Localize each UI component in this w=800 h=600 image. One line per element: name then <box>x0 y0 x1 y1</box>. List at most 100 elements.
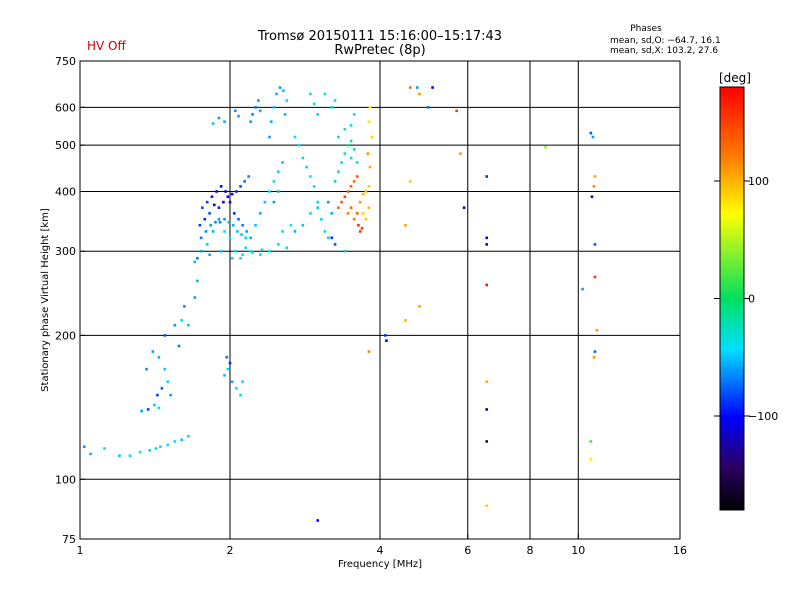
data-point <box>544 145 547 149</box>
data-point <box>305 165 308 169</box>
phases-x: mean, sd,X: 103.2, 27.6 <box>610 46 718 56</box>
x-tick-label: 6 <box>464 544 471 557</box>
data-point <box>208 212 211 215</box>
data-point <box>260 248 264 252</box>
data-point <box>346 143 350 147</box>
data-point <box>283 113 287 116</box>
data-point <box>268 249 271 253</box>
data-point <box>358 230 362 233</box>
y-tick-label: 200 <box>55 329 76 342</box>
data-point <box>323 92 327 96</box>
data-point <box>154 447 158 450</box>
data-point <box>415 86 419 89</box>
y-axis-ticks: 75 100 200 300 400 500 600 750 <box>55 55 85 546</box>
x-tick-label: 8 <box>527 544 534 557</box>
data-point <box>231 223 235 227</box>
data-point <box>208 253 211 257</box>
data-point <box>327 236 330 240</box>
hv-status: HV Off <box>87 39 126 53</box>
data-point <box>225 355 229 359</box>
data-point <box>581 287 584 291</box>
data-point <box>346 190 350 193</box>
data-point <box>408 86 412 89</box>
data-point <box>431 86 434 89</box>
data-point <box>230 192 234 196</box>
data-point <box>333 99 337 102</box>
chart-title: Tromsø 20150111 15:16:00–15:17:43 <box>257 29 502 44</box>
data-point <box>276 243 280 246</box>
data-point <box>337 135 340 139</box>
data-point <box>239 256 242 260</box>
data-point <box>316 113 320 116</box>
data-point <box>343 127 347 131</box>
y-tick-label: 400 <box>55 185 76 198</box>
data-point <box>244 246 247 250</box>
data-point <box>177 344 181 348</box>
data-point <box>249 120 252 123</box>
data-point <box>160 387 164 390</box>
data-point <box>281 230 284 233</box>
data-point <box>281 161 284 164</box>
data-point <box>230 256 234 260</box>
data-point <box>187 435 190 438</box>
x-tick-label: 10 <box>571 544 585 557</box>
data-point <box>199 249 203 253</box>
data-point <box>366 152 370 155</box>
data-point <box>219 249 223 253</box>
data-point <box>148 448 152 452</box>
data-point <box>592 355 596 359</box>
data-point <box>223 230 226 233</box>
data-point <box>205 243 209 246</box>
data-point <box>343 195 347 199</box>
data-point <box>589 458 593 461</box>
data-point <box>245 230 248 233</box>
y-tick-label: 750 <box>55 55 76 68</box>
data-point <box>355 161 359 164</box>
data-point <box>258 109 262 113</box>
data-point <box>241 253 244 257</box>
data-point <box>234 109 237 113</box>
data-point <box>589 131 593 135</box>
data-point <box>340 200 343 204</box>
data-point <box>183 305 186 308</box>
data-point <box>239 185 242 188</box>
data-point <box>217 206 221 209</box>
data-point <box>301 223 305 227</box>
data-point <box>241 223 244 227</box>
data-point <box>237 114 240 118</box>
data-point <box>196 256 199 260</box>
data-point <box>591 135 595 139</box>
data-point <box>312 185 316 188</box>
data-point <box>316 200 320 204</box>
data-point <box>418 305 421 308</box>
data-point <box>455 109 458 113</box>
grid-lines <box>80 61 680 539</box>
data-point <box>462 206 466 209</box>
data-point <box>89 452 92 456</box>
data-point <box>593 275 597 279</box>
data-point <box>251 113 254 116</box>
data-point <box>301 156 305 160</box>
y-tick-label: 300 <box>55 245 76 258</box>
data-point <box>268 190 271 193</box>
data-point <box>592 185 596 188</box>
data-point <box>166 380 170 384</box>
y-axis-label: Stationary phase Virtual Height [km] <box>40 208 51 392</box>
x-axis-label: Frequency [MHz] <box>338 559 422 570</box>
data-point <box>272 200 276 204</box>
data-point <box>349 206 353 209</box>
data-point <box>289 223 293 227</box>
data-point <box>352 113 356 116</box>
data-point <box>320 217 323 221</box>
data-point <box>368 165 372 169</box>
data-point <box>204 230 208 233</box>
data-point <box>408 180 412 183</box>
data-point <box>226 367 230 371</box>
data-point <box>361 192 365 196</box>
data-point <box>222 200 225 204</box>
data-point <box>217 217 221 221</box>
colorbar-tick-label: 0 <box>748 293 755 306</box>
data-point <box>223 374 226 377</box>
data-point <box>196 279 199 283</box>
data-point <box>138 450 142 454</box>
